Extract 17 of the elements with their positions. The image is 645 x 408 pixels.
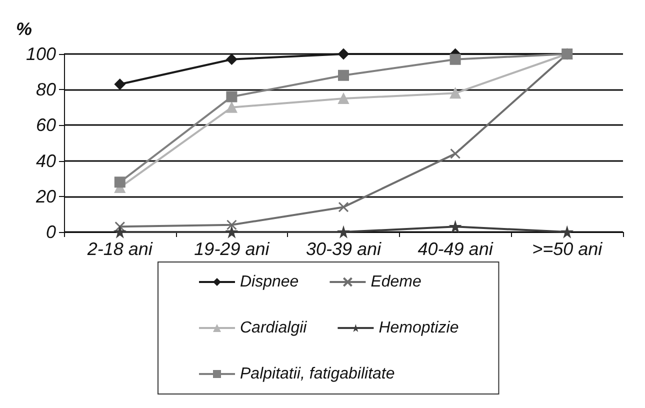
y-axis-title: % [16, 19, 32, 39]
y-tick-label: 100 [26, 44, 56, 64]
x-tick-label: 19-29 ani [194, 239, 270, 259]
legend-label: Hemoptizie [378, 320, 459, 336]
legend-label: Dispnee [240, 274, 299, 290]
x-tick-label: >=50 ani [532, 239, 604, 259]
y-tick-label: 20 [34, 186, 56, 206]
x-tick-label: 30-39 ani [306, 239, 382, 259]
y-tick-label: 0 [46, 222, 56, 242]
legend-label: Edeme [370, 274, 422, 290]
y-tick-label: 80 [36, 80, 56, 100]
x-tick-label: 40-49 ani [418, 239, 494, 259]
legend-label: Palpitatii, fatigabilitate [240, 366, 395, 382]
legend-label: Cardialgii [240, 320, 308, 336]
y-tick-label: 40 [36, 150, 56, 171]
x-tick-label: 2-18 ani [86, 239, 154, 259]
y-tick-label: 60 [36, 115, 56, 136]
